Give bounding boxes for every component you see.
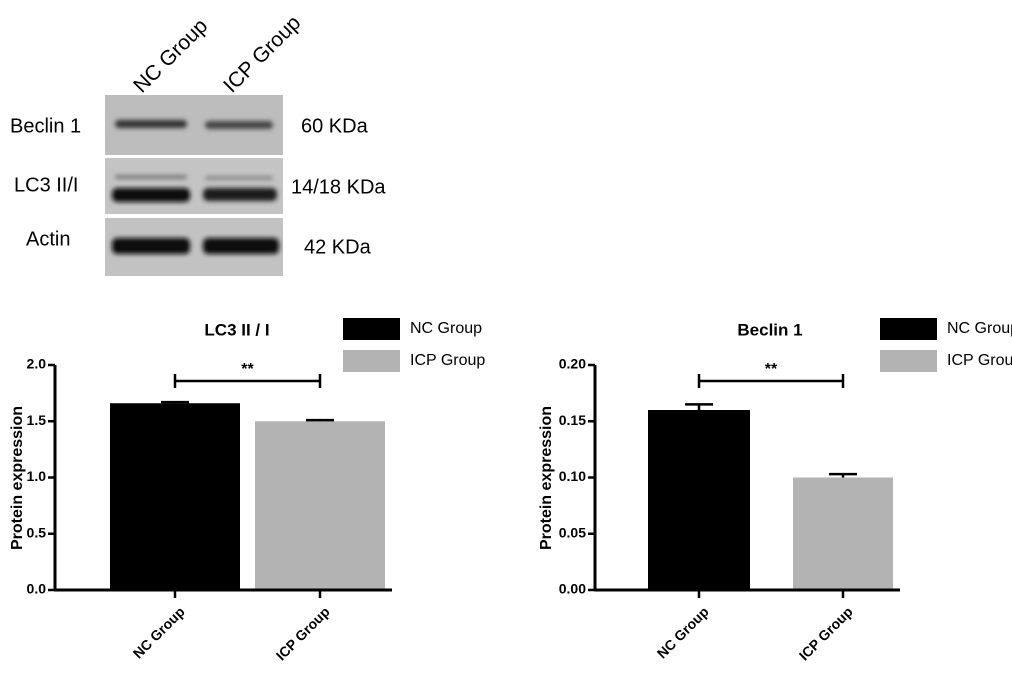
lane-label: ICP Group xyxy=(219,11,305,97)
x-tick-label: ICP Group xyxy=(796,603,856,663)
y-tick-label: 0.5 xyxy=(27,524,47,540)
y-axis-label: Protein expression xyxy=(9,406,26,550)
y-tick-label: 0.10 xyxy=(559,468,586,484)
protein-size: 42 KDa xyxy=(304,236,372,258)
y-tick-label: 1.0 xyxy=(27,468,47,484)
band xyxy=(203,238,279,254)
band xyxy=(112,238,190,254)
protein-size: 60 KDa xyxy=(301,115,369,137)
legend-label: ICP Group xyxy=(410,352,485,369)
band xyxy=(203,188,277,201)
y-tick-label: 1.5 xyxy=(27,412,47,428)
legend-label: NC Group xyxy=(947,320,1012,337)
legend-swatch xyxy=(880,318,937,340)
y-tick-label: 0.00 xyxy=(559,581,586,597)
significance-label: ** xyxy=(765,361,778,378)
lane-label: NC Group xyxy=(129,14,212,97)
chart-title: LC3 II / I xyxy=(204,320,269,339)
band xyxy=(115,120,187,128)
y-tick-label: 0.20 xyxy=(559,356,586,372)
band xyxy=(112,188,190,202)
band xyxy=(205,176,273,180)
blot-panel xyxy=(105,158,283,214)
legend-label: ICP Group xyxy=(947,352,1012,369)
protein-size: 14/18 KDa xyxy=(291,176,386,198)
y-tick-label: 0.05 xyxy=(559,524,586,540)
x-tick-label: NC Group xyxy=(130,603,188,661)
legend-swatch xyxy=(343,318,400,340)
bar xyxy=(793,477,893,590)
y-tick-label: 2.0 xyxy=(27,356,47,372)
bar xyxy=(255,421,385,590)
legend-swatch xyxy=(880,350,937,372)
x-tick-label: ICP Group xyxy=(273,603,333,663)
band xyxy=(115,175,187,179)
significance-label: ** xyxy=(241,361,254,378)
protein-name: Actin xyxy=(26,228,70,250)
protein-name: LC3 II/I xyxy=(14,174,78,196)
band xyxy=(205,121,273,129)
y-tick-label: 0.0 xyxy=(27,581,47,597)
legend-label: NC Group xyxy=(410,320,482,337)
y-axis-label: Protein expression xyxy=(538,406,555,550)
x-tick-label: NC Group xyxy=(654,603,712,661)
blot xyxy=(105,95,283,276)
protein-name: Beclin 1 xyxy=(10,115,81,137)
bar xyxy=(648,410,750,590)
legend-swatch xyxy=(343,350,400,372)
chart-title: Beclin 1 xyxy=(737,320,802,339)
y-tick-label: 0.15 xyxy=(559,412,586,428)
bar xyxy=(110,403,240,590)
